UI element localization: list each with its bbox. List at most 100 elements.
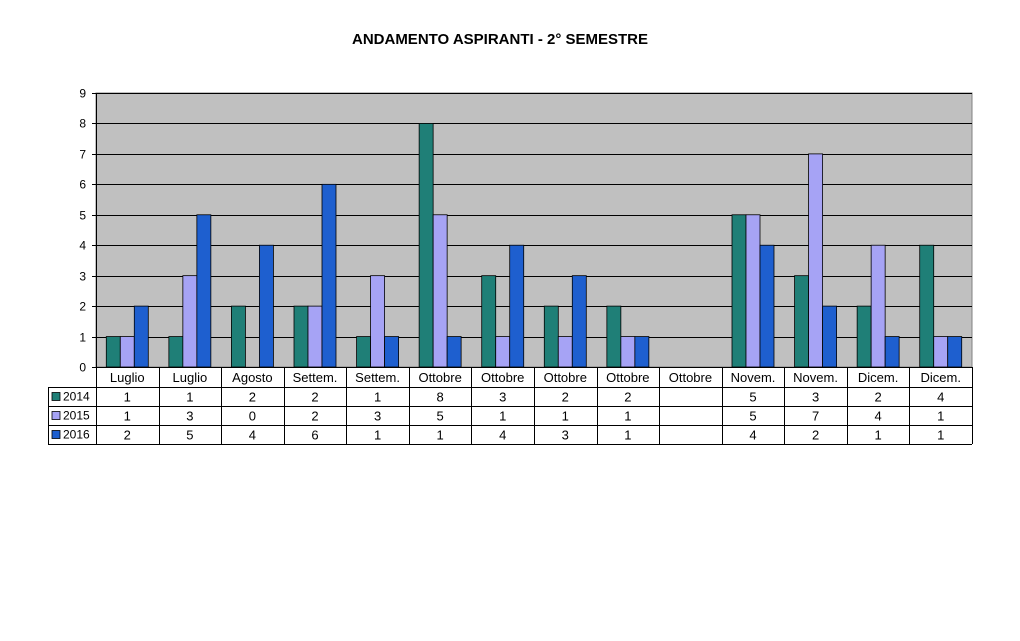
bar-2015 xyxy=(745,214,761,368)
data-label: 2 xyxy=(311,390,318,405)
data-label: 1 xyxy=(374,428,381,443)
bar-2015 xyxy=(808,153,823,368)
data-label: 1 xyxy=(124,390,131,405)
bar-2016 xyxy=(133,305,149,368)
legend-label: 2014 xyxy=(63,390,90,404)
data-label: 1 xyxy=(624,409,631,424)
x-category-label: Novem. xyxy=(793,370,838,385)
bar-2014 xyxy=(231,305,246,368)
legend-label: 2016 xyxy=(63,428,90,442)
bar-2016 xyxy=(321,183,337,368)
data-label: 2 xyxy=(311,409,318,424)
data-label: 4 xyxy=(875,409,882,424)
data-label: 1 xyxy=(875,428,882,443)
bar-2014 xyxy=(794,275,809,368)
bar-2014 xyxy=(481,275,497,368)
bar-2014 xyxy=(418,123,434,368)
bar-2015 xyxy=(307,305,323,368)
x-category-label: Luglio xyxy=(110,370,145,385)
x-category-label: Ottobre xyxy=(669,370,712,385)
bar-2015 xyxy=(182,275,198,368)
y-tick-label: 8 xyxy=(79,117,86,131)
plot-area xyxy=(95,92,973,368)
bar-2014 xyxy=(731,214,747,368)
data-label: 7 xyxy=(812,409,819,424)
x-category-label: Ottobre xyxy=(481,370,524,385)
y-tick-label: 9 xyxy=(79,87,86,101)
bar-2016 xyxy=(509,244,525,368)
legend-key-2015 xyxy=(51,411,61,420)
x-category-label: Ottobre xyxy=(418,370,461,385)
x-category-label: Luglio xyxy=(173,370,208,385)
y-tick-label: 5 xyxy=(79,209,86,223)
bar-2015 xyxy=(557,336,573,368)
data-label: 2 xyxy=(124,428,131,443)
y-tick-label: 1 xyxy=(79,331,86,345)
data-label: 1 xyxy=(437,428,444,443)
bar-2016 xyxy=(384,336,399,368)
x-category-label: Ottobre xyxy=(606,370,649,385)
data-label: 5 xyxy=(437,409,444,424)
bar-2015 xyxy=(495,336,511,368)
x-category-label: Dicem. xyxy=(920,370,960,385)
bar-2015 xyxy=(370,275,385,368)
data-label: 6 xyxy=(311,428,318,443)
data-label: 2 xyxy=(812,428,819,443)
bar-2015 xyxy=(119,336,135,368)
data-label: 4 xyxy=(499,428,506,443)
data-label: 0 xyxy=(249,409,256,424)
bar-2015 xyxy=(870,244,886,368)
bar-2016 xyxy=(196,214,212,368)
legend-label: 2015 xyxy=(63,409,90,423)
bar-2014 xyxy=(168,336,184,368)
data-label: 1 xyxy=(124,409,131,424)
y-tick-label: 6 xyxy=(79,178,86,192)
data-label: 1 xyxy=(562,409,569,424)
data-label: 2 xyxy=(249,390,256,405)
bar-2014 xyxy=(856,305,872,368)
data-label: 4 xyxy=(249,428,256,443)
y-tick-label: 0 xyxy=(79,361,86,375)
bar-2015 xyxy=(933,336,949,368)
x-category-label: Ottobre xyxy=(544,370,587,385)
bar-2016 xyxy=(634,336,650,368)
data-label: 1 xyxy=(937,428,944,443)
bar-2016 xyxy=(822,305,837,368)
bar-2016 xyxy=(259,244,274,368)
bar-2014 xyxy=(543,305,559,368)
bar-2014 xyxy=(606,305,622,368)
bar-2014 xyxy=(356,336,371,368)
x-category-label: Novem. xyxy=(731,370,776,385)
data-label: 5 xyxy=(749,390,756,405)
chart-title: ANDAMENTO ASPIRANTI - 2° SEMESTRE xyxy=(351,31,649,48)
x-category-label: Settem. xyxy=(355,370,400,385)
data-label: 1 xyxy=(499,409,506,424)
data-label: 3 xyxy=(499,390,506,405)
data-label: 1 xyxy=(624,428,631,443)
bar-2015 xyxy=(620,336,636,368)
data-label: 1 xyxy=(374,390,381,405)
data-label: 4 xyxy=(937,390,944,405)
x-category-label: Settem. xyxy=(293,370,338,385)
bar-2016 xyxy=(947,336,963,368)
bar-2014 xyxy=(105,336,121,368)
bar-2014 xyxy=(919,244,935,368)
data-label: 4 xyxy=(749,428,756,443)
data-label: 2 xyxy=(624,390,631,405)
data-label: 3 xyxy=(374,409,381,424)
legend-key-2016 xyxy=(51,430,61,439)
data-label: 3 xyxy=(812,390,819,405)
bar-2016 xyxy=(446,336,462,368)
bar-2016 xyxy=(884,336,900,368)
data-label: 2 xyxy=(562,390,569,405)
data-label: 2 xyxy=(875,390,882,405)
data-label: 5 xyxy=(749,409,756,424)
bar-2015 xyxy=(432,214,448,368)
bar-2016 xyxy=(759,244,775,368)
y-tick-label: 4 xyxy=(79,239,86,253)
y-tick-label: 2 xyxy=(79,300,86,314)
data-label: 1 xyxy=(186,390,193,405)
data-label: 5 xyxy=(186,428,193,443)
legend-key-2014 xyxy=(51,392,61,401)
